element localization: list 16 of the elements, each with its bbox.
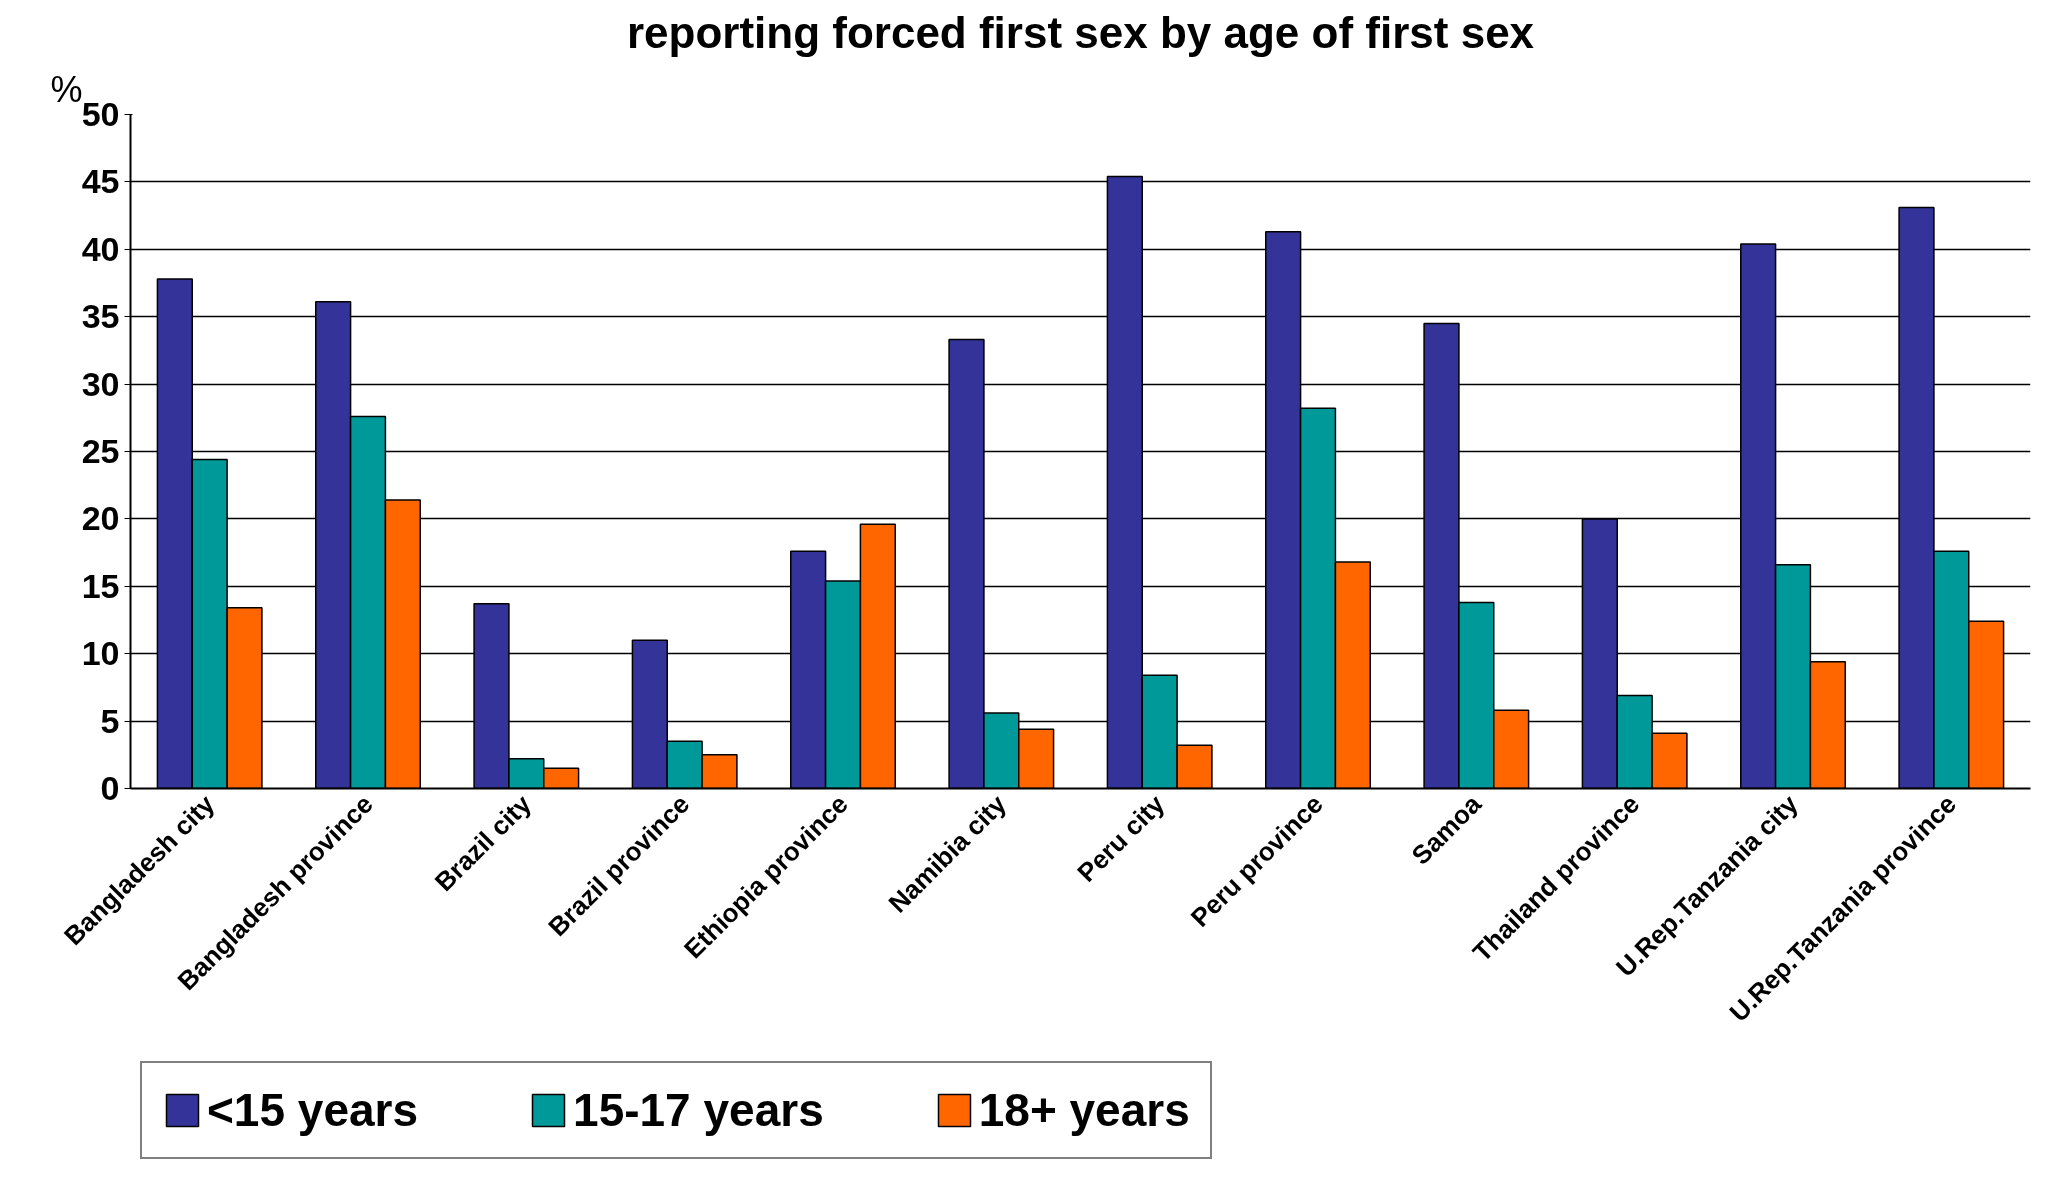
y-tick-label: 50 [81,95,120,133]
y-axis-title: % [50,68,83,110]
y-tick-label: 40 [81,229,120,268]
legend-label: 15-17 years [573,1083,824,1137]
chart-title: reporting forced first sex by age of first sex [626,7,1535,57]
y-tick-label: 30 [81,364,120,403]
y-tick-label: 35 [81,297,120,336]
y-tick-label: 10 [81,634,120,673]
y-tick-label: 15 [81,566,120,605]
y-tick-label: 5 [100,701,120,740]
legend-label: <15 years [207,1083,419,1137]
y-tick-label: 25 [81,432,120,470]
y-tick-label: 0 [100,769,120,807]
legend-label: 18+ years [978,1083,1190,1137]
y-tick-label: 20 [81,499,120,538]
y-tick-label: 45 [81,162,120,201]
